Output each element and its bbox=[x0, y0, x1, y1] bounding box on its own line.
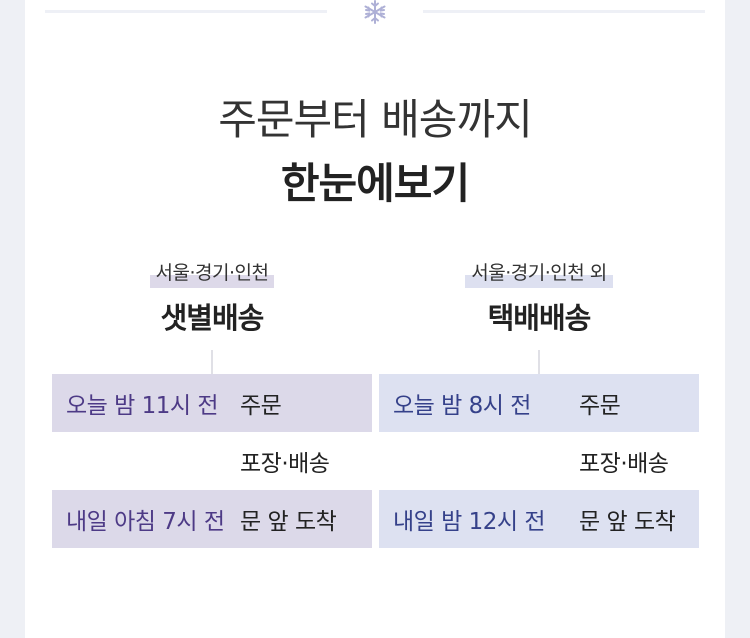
parcel-delivery-title: 택배배송 bbox=[487, 301, 592, 335]
order-deadline: 오늘 밤 11시 전 bbox=[66, 393, 219, 419]
packing-step: 포장·배송 bbox=[579, 451, 669, 477]
parcel-connector-line bbox=[538, 350, 540, 374]
parcel-delivery-header: 서울·경기·인천 외 택배배송 bbox=[389, 258, 689, 337]
snowflake-icon bbox=[362, 0, 388, 29]
dawn-connector-line bbox=[211, 350, 213, 374]
dawn-delivery-schedule: 오늘 밤 11시 전 주문 포장·배송 내일 아침 7시 전 문 앞 도착 bbox=[52, 374, 372, 548]
arrival-time: 내일 밤 12시 전 bbox=[393, 509, 546, 535]
arrival-step: 문 앞 도착 bbox=[240, 509, 337, 535]
arrival-time: 내일 아침 7시 전 bbox=[66, 509, 225, 535]
parcel-region-label: 서울·경기·인천 외 bbox=[465, 258, 614, 288]
dawn-region-label: 서울·경기·인천 bbox=[149, 258, 275, 288]
top-divider-right bbox=[423, 10, 705, 13]
schedule-row-packing: 포장·배송 bbox=[379, 432, 699, 490]
parcel-delivery-schedule: 오늘 밤 8시 전 주문 포장·배송 내일 밤 12시 전 문 앞 도착 bbox=[379, 374, 699, 548]
order-deadline: 오늘 밤 8시 전 bbox=[393, 393, 531, 419]
packing-step: 포장·배송 bbox=[240, 451, 330, 477]
schedule-row-arrival: 내일 아침 7시 전 문 앞 도착 bbox=[52, 490, 372, 548]
schedule-row-order: 오늘 밤 11시 전 주문 bbox=[52, 374, 372, 432]
schedule-row-arrival: 내일 밤 12시 전 문 앞 도착 bbox=[379, 490, 699, 548]
page-title-line2: 한눈에보기 bbox=[280, 159, 470, 208]
schedule-row-order: 오늘 밤 8시 전 주문 bbox=[379, 374, 699, 432]
dawn-delivery-header: 서울·경기·인천 샛별배송 bbox=[62, 258, 362, 337]
order-step: 주문 bbox=[240, 393, 282, 419]
page-title-line1: 주문부터 배송까지 bbox=[218, 95, 532, 144]
arrival-step: 문 앞 도착 bbox=[579, 509, 676, 535]
schedule-row-packing: 포장·배송 bbox=[52, 432, 372, 490]
top-divider-left bbox=[45, 10, 327, 13]
order-step: 주문 bbox=[579, 393, 621, 419]
dawn-delivery-title: 샛별배송 bbox=[160, 301, 265, 335]
delivery-info-card: 주문부터 배송까지 한눈에보기 서울·경기·인천 샛별배송 오늘 밤 11시 전… bbox=[25, 0, 725, 638]
snowflake-divider bbox=[345, 0, 405, 28]
